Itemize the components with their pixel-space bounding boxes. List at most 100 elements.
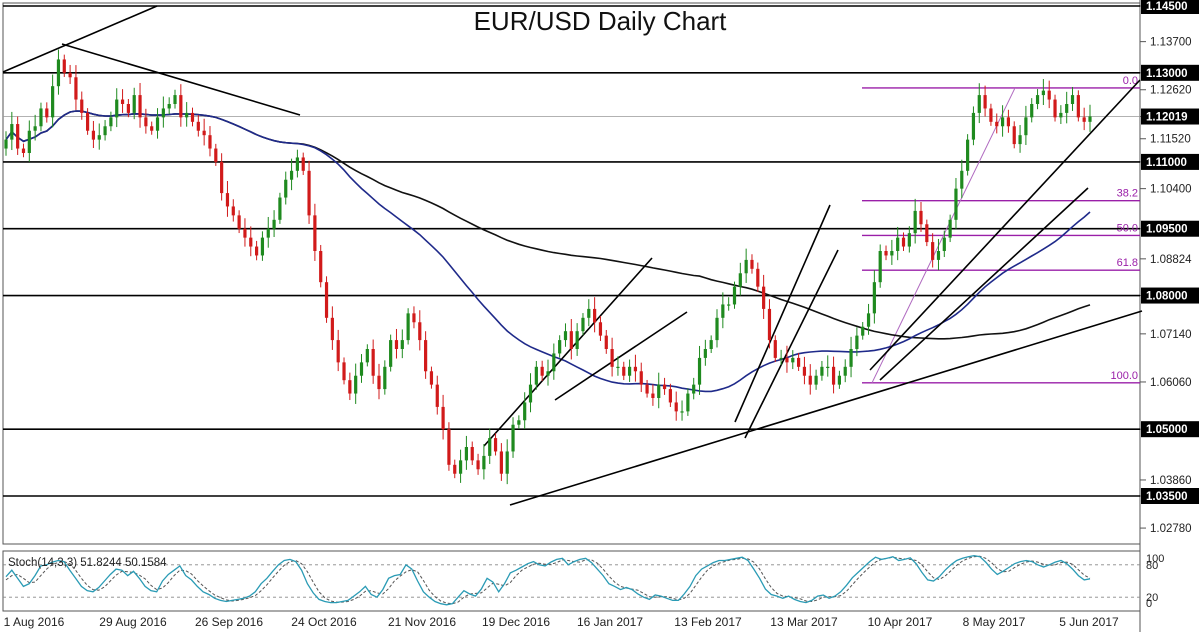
candle-body: [441, 406, 445, 430]
candle-body: [453, 464, 457, 474]
trendline: [509, 310, 1143, 506]
candle-body: [814, 375, 818, 385]
candle-body: [45, 108, 49, 118]
y-tick-label: 1.07140: [1150, 329, 1192, 341]
trendline: [2, 5, 158, 73]
x-axis-label: 19 Dec 2016: [482, 615, 550, 629]
candle-body: [91, 130, 96, 140]
candle-body: [657, 384, 661, 398]
candle-body: [575, 331, 579, 349]
candle-body: [668, 389, 672, 403]
trendline: [483, 257, 653, 447]
candle-body: [884, 251, 888, 256]
candle-body: [686, 393, 690, 412]
chart-title: EUR/USD Daily Chart: [474, 6, 728, 36]
main-plot-frame: [2, 2, 1141, 545]
candle-body: [540, 366, 544, 376]
candle-body: [744, 259, 748, 274]
candle-body: [511, 424, 515, 452]
candle-body: [581, 317, 585, 332]
candle-body: [931, 242, 935, 260]
candle-body: [289, 170, 294, 180]
candle-body: [336, 340, 340, 363]
candle-body: [534, 366, 538, 385]
candle-body: [447, 429, 451, 465]
candle-body: [115, 99, 119, 118]
candle-body: [925, 224, 929, 243]
candle-body: [377, 375, 381, 390]
candle-body: [1059, 112, 1063, 118]
candle-body: [890, 251, 894, 256]
candle-body: [587, 308, 591, 318]
candle-body: [610, 349, 614, 367]
y-tick-label: 1.13700: [1150, 37, 1192, 49]
stoch-scale-label: 20: [1146, 592, 1158, 604]
candle-body: [120, 99, 125, 104]
candle-body: [802, 366, 807, 376]
candle-body: [196, 121, 200, 131]
indicator-plot-frame: [2, 550, 1141, 612]
candle-body: [132, 95, 136, 113]
candle-body: [1012, 126, 1016, 145]
level-label: 1.08000: [1146, 291, 1188, 303]
stoch-scale-label: 80: [1146, 560, 1158, 572]
candle-body: [662, 384, 667, 390]
candle-body: [1006, 117, 1011, 127]
candle-body: [10, 124, 14, 140]
candle-body: [942, 237, 946, 251]
stoch-scale-label: 0: [1146, 598, 1152, 610]
candle-body: [861, 326, 865, 336]
level-label-box: [1141, 287, 1199, 304]
candle-body: [767, 308, 772, 341]
y-tick-label: 1.12620: [1150, 85, 1192, 97]
candle-body: [523, 402, 527, 421]
candle-body: [966, 139, 970, 171]
candle-body: [727, 304, 731, 306]
level-label-box: [1141, 153, 1199, 170]
level-label: 1.14500: [1146, 1, 1188, 13]
candle-body: [872, 282, 876, 314]
candle-body: [150, 126, 154, 131]
y-tick-label: 1.11520: [1150, 134, 1191, 146]
level-label-box: [1141, 220, 1199, 237]
candle-body: [249, 237, 253, 247]
candle-body: [284, 179, 288, 198]
candle-body: [604, 335, 608, 349]
candle-body: [692, 384, 696, 394]
candle-body: [983, 95, 987, 109]
candle-body: [558, 340, 562, 354]
candle-body: [808, 375, 812, 385]
fibonacci-level-label: 0.0: [1123, 75, 1138, 87]
candle-body: [266, 228, 270, 238]
level-label: 1.11000: [1146, 157, 1187, 169]
candle-body: [243, 228, 247, 238]
candle-body: [412, 313, 416, 323]
candle-body: [324, 282, 329, 318]
candle-body: [295, 157, 299, 171]
candle-body: [429, 371, 434, 385]
fibonacci-level-label: 38.2: [1117, 188, 1138, 200]
candle-body: [458, 460, 463, 474]
candle-body: [126, 104, 130, 113]
candle-body: [1024, 117, 1028, 136]
candle-body: [936, 251, 941, 260]
candle-body: [406, 313, 410, 341]
candle-body: [488, 438, 492, 456]
x-axis-label: 5 Jun 2017: [1059, 615, 1119, 629]
candle-body: [762, 286, 766, 309]
level-label-box: [1141, 0, 1199, 14]
candle-body: [348, 380, 352, 394]
candle-body: [505, 451, 509, 474]
candle-body: [948, 219, 952, 238]
candle-body: [552, 353, 556, 372]
candle-body: [989, 108, 993, 122]
candle-body: [144, 117, 148, 127]
candle-body: [1065, 104, 1069, 113]
candle-body: [202, 130, 206, 136]
candle-body: [272, 219, 276, 229]
y-tick-label: 1.03860: [1150, 475, 1192, 487]
indicator-label: Stoch(14,3,3) 51.8244 50.1584: [8, 557, 167, 569]
candle-body: [138, 95, 142, 118]
x-axis-label: 26 Sep 2016: [195, 615, 263, 629]
candle-body: [27, 130, 31, 153]
